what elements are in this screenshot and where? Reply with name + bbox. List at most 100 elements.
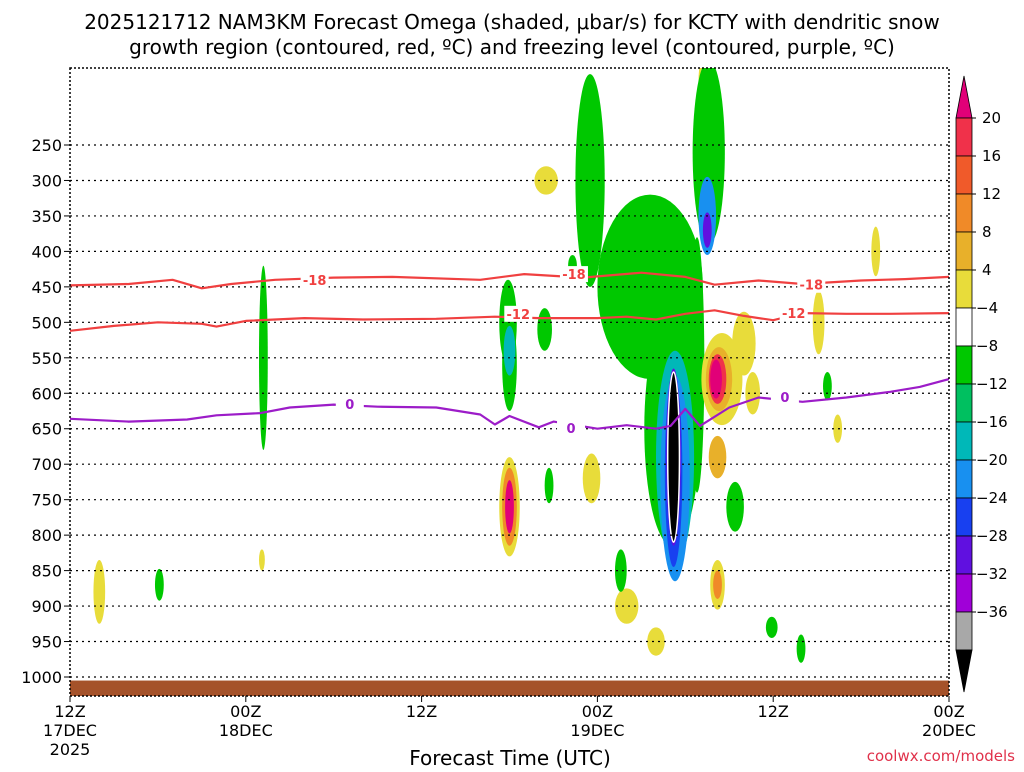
colorbar-segment (955, 193, 973, 233)
omega-shaded-region (702, 212, 712, 248)
omega-shaded-region (726, 481, 744, 532)
x-tick-time-label: 00Z (933, 702, 964, 721)
colorbar-tick-label: −4 (976, 299, 998, 317)
omega-shaded-region (732, 311, 756, 376)
x-axis-label: Forecast Time (UTC) (409, 746, 611, 768)
ground-surface (70, 680, 949, 696)
credit-label: coolwx.com/models (867, 747, 1015, 765)
contour-label: -12 (782, 307, 806, 322)
contour-label-background (770, 388, 799, 405)
colorbar-tick-label: 16 (982, 147, 1001, 165)
omega-shaded-region (745, 371, 761, 415)
ground-layer (70, 680, 949, 696)
colorbar-tick-label: 8 (982, 223, 992, 241)
colorbar-top-arrow (955, 75, 973, 119)
y-tick-label: 250 (31, 136, 62, 155)
omega-shaded-region (575, 74, 605, 287)
contour-label-background (797, 276, 826, 293)
contour-label: -18 (303, 274, 327, 289)
omega-shading-layer (93, 68, 881, 663)
colorbar-tick-label: 12 (982, 185, 1001, 203)
omega-shaded-region (582, 453, 601, 504)
x-tick-time-label: 12Z (406, 702, 437, 721)
omega-shaded-region (534, 166, 558, 195)
omega-shaded-region (614, 588, 639, 624)
omega-colorbar: 20 16 12 8 4 −4 −8 −12 −16 −20 −24 −28 −32 −36 (955, 75, 1008, 693)
contour-label-background (557, 420, 586, 437)
y-tick-label: 1000 (21, 668, 62, 687)
omega-shaded-region (505, 480, 514, 534)
y-tick-label: 650 (31, 420, 62, 439)
colorbar-tick-label: −24 (976, 489, 1008, 507)
colorbar-segment (955, 573, 973, 613)
colorbar-segment (955, 383, 973, 423)
colorbar-bottom-arrow (955, 649, 973, 693)
colorbar-segment (955, 345, 973, 385)
colorbar-tick-label: −20 (976, 451, 1008, 469)
omega-shaded-region (713, 570, 722, 599)
colorbar-segment (955, 459, 973, 499)
omega-shaded-region (708, 435, 727, 479)
colorbar-segment (955, 611, 973, 651)
y-tick-label: 300 (31, 171, 62, 190)
colorbar-segment (955, 269, 973, 309)
x-tick-year-label: 2025 (50, 740, 91, 759)
colorbar-tick-label: −8 (976, 337, 998, 355)
y-axis-ticks: 250 300 350 400 450 500 550 600 650 700 750 800 850 9… (21, 136, 70, 687)
plot-frame (69, 67, 950, 697)
contour-label: 0 (345, 398, 354, 413)
x-tick-date-label: 19DEC (570, 721, 624, 740)
pressure-gridlines (70, 144, 949, 678)
omega-shaded-region (503, 325, 516, 376)
contour-label-background (300, 271, 329, 288)
contour-label-background (559, 266, 588, 283)
colorbar-segment (955, 497, 973, 537)
y-tick-label: 400 (31, 242, 62, 261)
contour-label-background (779, 305, 808, 322)
x-tick-date-label: 20DEC (922, 721, 976, 740)
colorbar-tick-label: −12 (976, 375, 1008, 393)
colorbar-segment (955, 155, 973, 195)
contour-label: 0 (780, 391, 789, 406)
chart-title-line-2: growth region (contoured, red, ºC) and f… (129, 35, 895, 59)
colorbar-segment (955, 117, 973, 157)
colorbar-segment (955, 307, 973, 347)
omega-shaded-region (823, 371, 832, 401)
contour-label: -18 (562, 268, 586, 283)
x-tick-date-label: 18DEC (219, 721, 273, 740)
colorbar-segment (955, 421, 973, 461)
x-tick-time-label: 12Z (54, 702, 85, 721)
contour-label: -12 (507, 308, 531, 323)
omega-shaded-region (614, 549, 627, 592)
omega-shaded-region (647, 627, 665, 656)
contour-label: -18 (800, 279, 824, 294)
x-tick-date-label: 17DEC (43, 721, 97, 740)
contour-label-background (504, 305, 533, 322)
colorbar-tick-label: −28 (976, 527, 1008, 545)
y-tick-label: 900 (31, 597, 62, 616)
x-tick-time-label: 00Z (582, 702, 613, 721)
omega-shaded-region (833, 414, 843, 443)
colorbar-tick-label: −16 (976, 413, 1008, 431)
y-tick-label: 750 (31, 491, 62, 510)
x-tick-time-label: 00Z (230, 702, 261, 721)
omega-shaded-region (796, 634, 806, 663)
x-tick-time-label: 12Z (758, 702, 789, 721)
contour-label: 0 (567, 422, 576, 437)
chart-title-line-1: 2025121712 NAM3KM Forecast Omega (shaded… (84, 10, 940, 34)
colorbar-segment (955, 231, 973, 271)
y-tick-label: 450 (31, 278, 62, 297)
temperature-contours: -18 -18 -18 -12 -12 0 0 0 (70, 266, 949, 437)
omega-shaded-region (765, 616, 778, 638)
contour-label-background (335, 395, 364, 412)
y-tick-label: 700 (31, 455, 62, 474)
y-tick-label: 500 (31, 313, 62, 332)
colorbar-segment (955, 535, 973, 575)
y-tick-label: 850 (31, 562, 62, 581)
y-tick-label: 550 (31, 349, 62, 368)
colorbar-tick-label: −36 (976, 603, 1008, 621)
colorbar-tick-label: 20 (982, 109, 1001, 127)
